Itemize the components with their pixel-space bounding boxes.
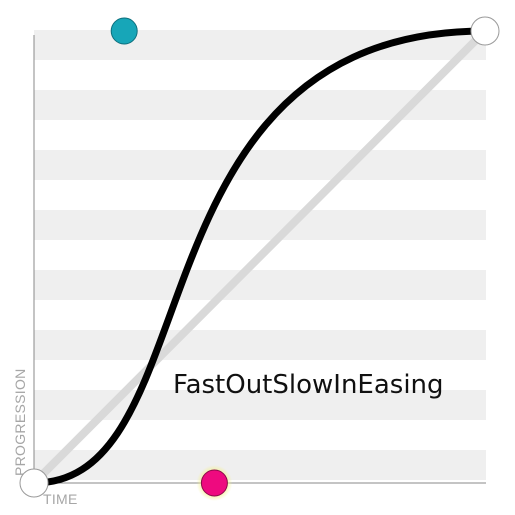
x-axis-label: TIME: [43, 491, 78, 507]
background-stripe: [34, 450, 486, 480]
control-handle-2[interactable]: [110, 17, 138, 45]
background-stripe: [34, 300, 486, 330]
curve-end-point: [470, 16, 500, 46]
background-stripe: [34, 210, 486, 240]
control-handle-1[interactable]: [200, 469, 228, 497]
background-stripe: [34, 330, 486, 360]
background-stripe: [34, 60, 486, 90]
background-stripe: [34, 420, 486, 450]
background-stripe: [34, 150, 486, 180]
curve-start-point: [19, 468, 49, 498]
easing-curve: [30, 27, 489, 487]
easing-name-label: FastOutSlowInEasing: [173, 370, 444, 400]
y-axis-label: PROGRESSION: [12, 368, 28, 476]
linear-reference-line: [30, 27, 489, 487]
background-stripe: [34, 180, 486, 210]
background-stripes: [34, 0, 486, 480]
background-stripe: [34, 270, 486, 300]
background-stripe: [34, 360, 486, 390]
background-stripe: [34, 0, 486, 30]
